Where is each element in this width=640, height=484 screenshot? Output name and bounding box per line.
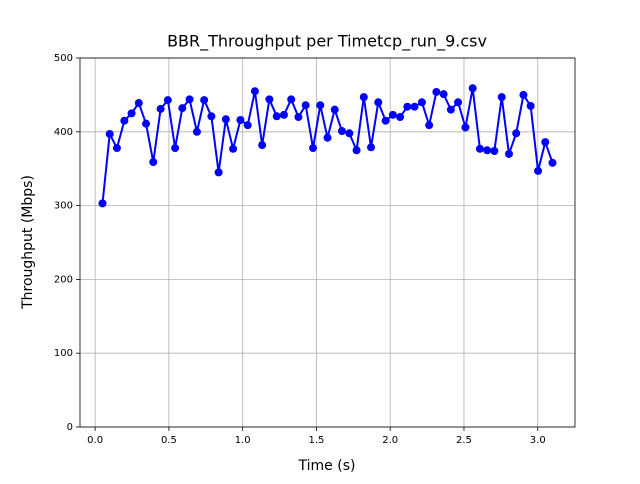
- y-tick-label: 0: [67, 422, 73, 433]
- data-point: [432, 87, 441, 96]
- data-point: [483, 146, 492, 155]
- data-point: [410, 102, 419, 111]
- data-point: [301, 101, 310, 110]
- data-point: [185, 95, 194, 104]
- data-point: [388, 110, 397, 119]
- data-point: [149, 158, 158, 167]
- data-point: [381, 116, 390, 125]
- data-point: [265, 95, 274, 104]
- x-tick-label: 2.0: [382, 435, 398, 446]
- data-point: [279, 110, 288, 119]
- plot-frame: [79, 57, 576, 428]
- data-point: [243, 121, 252, 130]
- data-point: [534, 166, 543, 175]
- data-point: [403, 102, 412, 111]
- data-point: [250, 87, 259, 96]
- data-point: [142, 119, 151, 128]
- data-point: [337, 127, 346, 136]
- data-point: [519, 90, 528, 99]
- data-point: [171, 144, 180, 153]
- data-point: [178, 104, 187, 113]
- data-point: [541, 138, 550, 147]
- data-point: [258, 141, 267, 150]
- data-point: [272, 112, 281, 121]
- x-tick-label: 2.5: [456, 435, 472, 446]
- data-point: [112, 144, 121, 153]
- data-point: [192, 127, 201, 136]
- y-tick-label: 200: [54, 274, 73, 285]
- y-tick-label: 100: [54, 348, 73, 359]
- data-point: [236, 115, 245, 124]
- data-point: [163, 96, 172, 105]
- y-tick-label: 300: [54, 201, 73, 212]
- data-point: [345, 129, 354, 138]
- x-tick-label: 0.5: [161, 435, 177, 446]
- data-point: [214, 168, 223, 177]
- data-point: [396, 113, 405, 122]
- data-point: [221, 115, 230, 124]
- data-point: [526, 101, 535, 110]
- data-point: [454, 98, 463, 107]
- chart-title: BBR_Throughput per Timetcp_run_9.csv: [167, 32, 487, 52]
- data-point: [374, 98, 383, 107]
- y-tick-label: 500: [54, 53, 73, 64]
- y-axis-label: Throughput (Mbps): [20, 175, 36, 310]
- data-point: [352, 146, 361, 155]
- data-point: [156, 104, 165, 113]
- data-point: [497, 93, 506, 102]
- data-point: [512, 129, 521, 138]
- data-point: [229, 144, 238, 153]
- x-tick-label: 1.5: [308, 435, 324, 446]
- data-line: [101, 88, 554, 204]
- data-point: [461, 123, 470, 132]
- data-point: [504, 149, 513, 158]
- data-point: [490, 146, 499, 155]
- data-point: [134, 99, 143, 108]
- data-point: [309, 144, 318, 153]
- data-point: [98, 199, 107, 208]
- y-tick-label: 400: [54, 127, 73, 138]
- data-point: [425, 121, 434, 130]
- data-point: [359, 93, 368, 102]
- data-point: [127, 109, 136, 118]
- data-point: [105, 130, 114, 139]
- data-point: [446, 105, 455, 114]
- data-point: [120, 116, 129, 125]
- data-point: [323, 133, 332, 142]
- data-point: [200, 96, 209, 105]
- data-point: [417, 98, 426, 107]
- data-point: [316, 101, 325, 110]
- data-point: [207, 112, 216, 121]
- x-tick-label: 0.0: [87, 435, 103, 446]
- data-point: [330, 105, 339, 114]
- data-point: [439, 90, 448, 99]
- data-point: [287, 95, 296, 104]
- x-tick-label: 1.0: [235, 435, 251, 446]
- x-axis-label: Time (s): [298, 458, 356, 474]
- data-point: [468, 84, 477, 93]
- x-tick-label: 3.0: [530, 435, 546, 446]
- data-point: [294, 113, 303, 122]
- data-point: [548, 158, 557, 167]
- data-point: [475, 144, 484, 153]
- data-point: [367, 143, 376, 152]
